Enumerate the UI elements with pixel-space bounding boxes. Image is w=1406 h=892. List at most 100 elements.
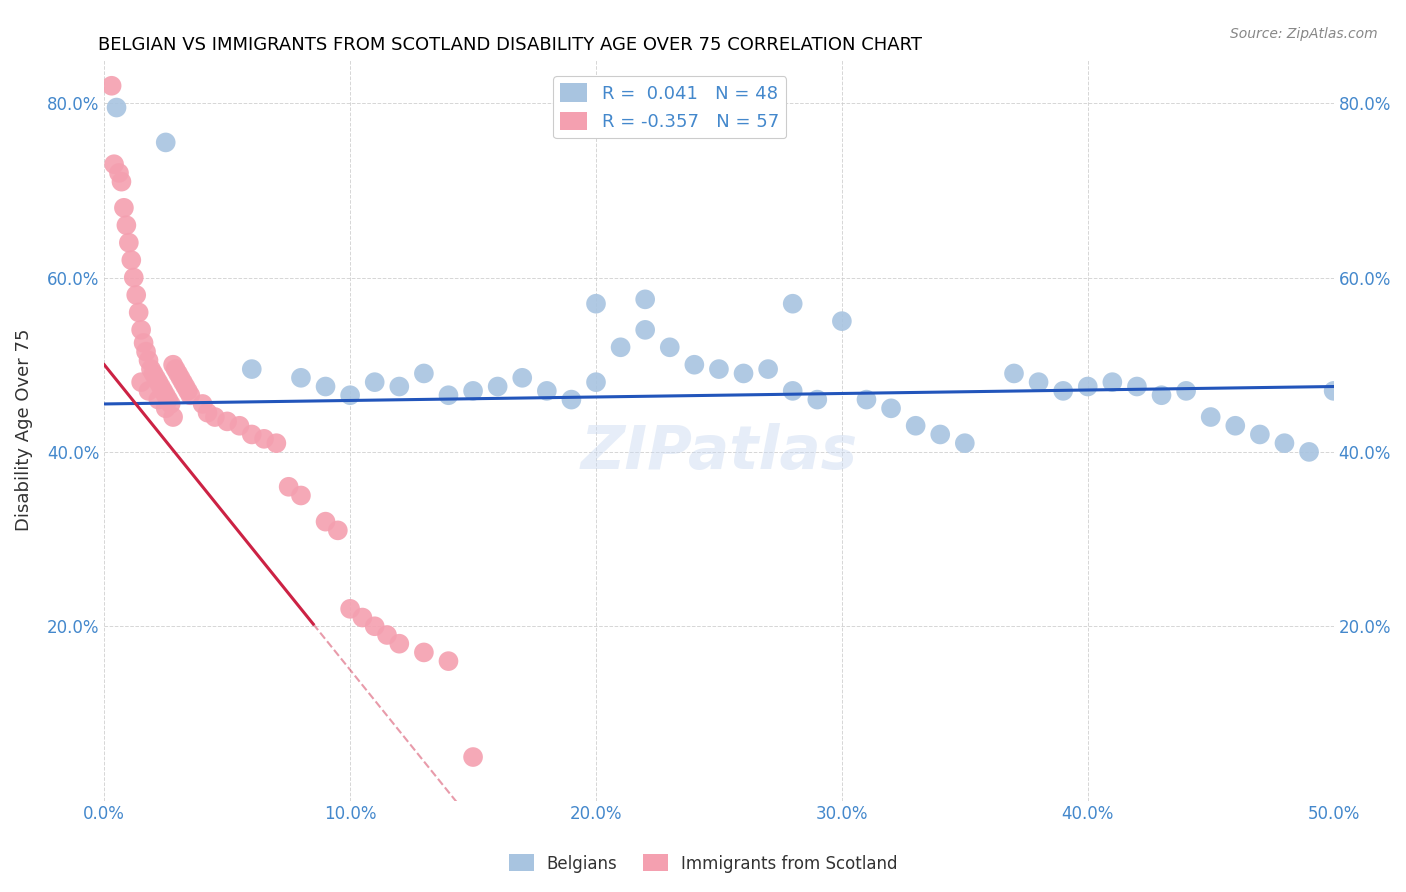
Point [388,379,411,393]
Point [142,367,165,381]
Point [904,418,927,433]
Point [172,375,194,389]
Point [138,384,160,398]
Point [1323,384,1346,398]
Point [290,488,312,502]
Point [1052,384,1074,398]
Point [155,136,177,150]
Point [609,340,631,354]
Point [149,379,172,393]
Point [855,392,877,407]
Point [315,379,337,393]
Point [585,296,607,310]
Point [806,392,828,407]
Point [756,362,779,376]
Point [375,628,398,642]
Point [162,358,184,372]
Point [658,340,681,354]
Y-axis label: Disability Age Over 75: Disability Age Over 75 [15,329,32,532]
Point [277,480,299,494]
Point [1249,427,1271,442]
Point [364,619,387,633]
Point [217,414,239,428]
Point [290,371,312,385]
Point [315,515,337,529]
Point [138,353,160,368]
Point [129,375,152,389]
Point [461,750,484,764]
Point [1028,375,1050,389]
Point [1101,375,1123,389]
Point [112,201,135,215]
Point [204,410,226,425]
Point [486,379,509,393]
Point [228,418,250,433]
Point [1077,379,1099,393]
Point [733,367,755,381]
Point [634,293,657,307]
Point [125,288,148,302]
Point [536,384,558,398]
Point [122,270,145,285]
Point [174,379,197,393]
Point [1274,436,1296,450]
Point [782,384,804,398]
Point [177,384,200,398]
Point [120,253,142,268]
Point [115,219,138,233]
Point [100,78,122,93]
Point [1150,388,1173,402]
Legend: Belgians, Immigrants from Scotland: Belgians, Immigrants from Scotland [502,847,904,880]
Point [179,388,201,402]
Point [139,362,162,376]
Text: ZIPatlas: ZIPatlas [581,423,858,482]
Point [118,235,141,250]
Point [437,388,460,402]
Point [339,388,361,402]
Point [148,375,170,389]
Point [155,401,177,416]
Point [129,323,152,337]
Point [782,296,804,310]
Point [162,410,184,425]
Point [1199,410,1222,425]
Point [953,436,976,450]
Point [1175,384,1198,398]
Point [1298,445,1320,459]
Point [266,436,288,450]
Point [461,384,484,398]
Point [148,392,170,407]
Point [388,637,411,651]
Point [155,388,177,402]
Point [339,602,361,616]
Point [132,335,155,350]
Point [634,323,657,337]
Point [152,384,174,398]
Point [197,406,219,420]
Point [929,427,952,442]
Point [831,314,853,328]
Point [437,654,460,668]
Point [240,362,263,376]
Point [103,157,125,171]
Text: Source: ZipAtlas.com: Source: ZipAtlas.com [1230,27,1378,41]
Point [412,367,434,381]
Point [707,362,730,376]
Point [1225,418,1247,433]
Point [110,175,132,189]
Point [105,101,128,115]
Point [683,358,706,372]
Point [128,305,150,319]
Point [253,432,276,446]
Point [167,367,190,381]
Point [1002,367,1025,381]
Point [412,645,434,659]
Point [145,371,167,385]
Point [510,371,533,385]
Legend: R =  0.041   N = 48, R = -0.357   N = 57: R = 0.041 N = 48, R = -0.357 N = 57 [553,76,786,138]
Point [165,362,187,376]
Point [560,392,582,407]
Point [364,375,387,389]
Point [585,375,607,389]
Point [240,427,263,442]
